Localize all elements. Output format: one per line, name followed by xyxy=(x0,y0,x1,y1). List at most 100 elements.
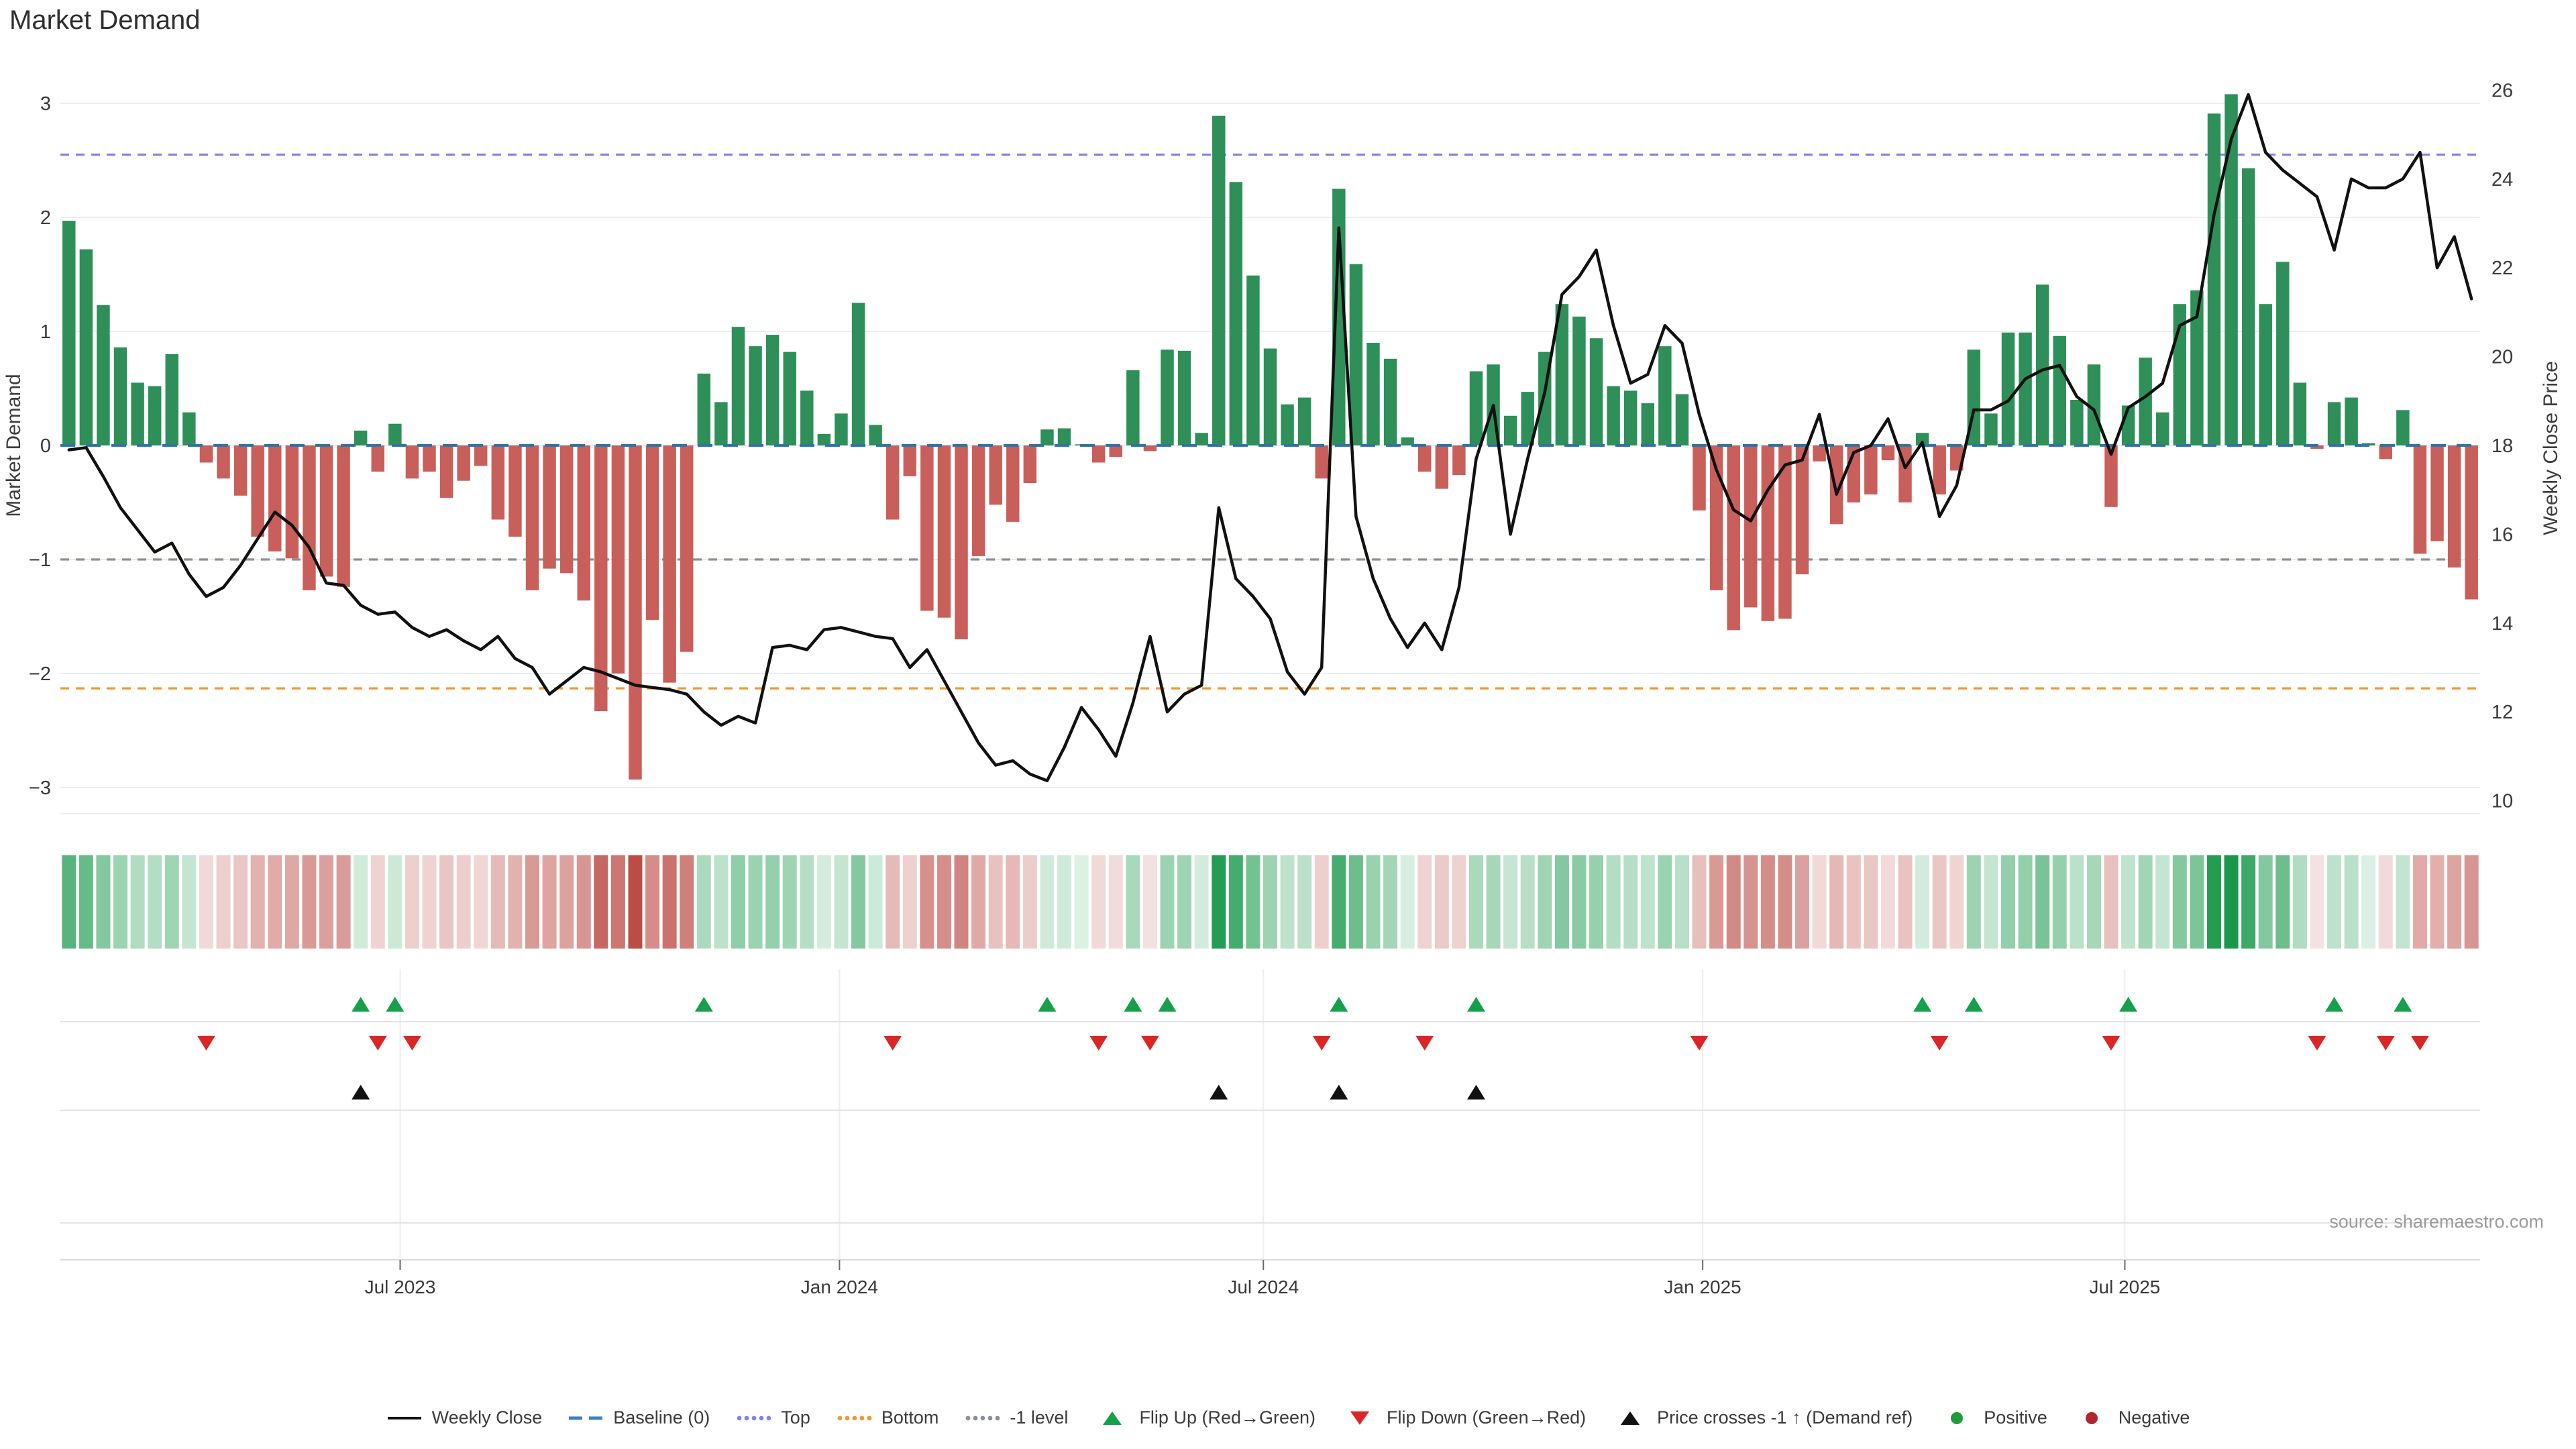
tri-up-swatch-icon xyxy=(1621,1411,1640,1425)
heatmap-cell xyxy=(662,855,677,949)
left-y-tick-label: 1 xyxy=(40,321,51,343)
heatmap-cell xyxy=(1984,855,1998,949)
right-axis-title: Weekly Close Price xyxy=(2540,361,2562,535)
x-axis: Jul 2023 Jan 2024 Jul 2024 Jan 2025 Jul 2025 xyxy=(60,1259,2480,1297)
heatmap-cell xyxy=(1949,855,1964,949)
demand-bar xyxy=(2241,168,2255,445)
demand-bar xyxy=(765,335,780,445)
heatmap-cell xyxy=(2464,855,2479,949)
chart-title: Market Demand xyxy=(9,5,201,35)
flip-down-marker xyxy=(2376,1036,2395,1051)
chart-legend: Weekly Close Baseline (0) Top Bottom -1 leve… xyxy=(0,1407,2576,1428)
flip-up-marker xyxy=(1330,997,1348,1012)
demand-bar xyxy=(543,445,556,569)
flip-down-marker xyxy=(1140,1036,1159,1051)
demand-bar xyxy=(1915,433,1929,445)
reference-lines xyxy=(60,153,2480,690)
flip-down-marker xyxy=(1415,1036,1434,1051)
heatmap-cell xyxy=(1142,855,1157,949)
demand-bar xyxy=(2396,410,2410,445)
heatmap-cell xyxy=(1177,855,1192,949)
heatmap-cell xyxy=(2327,855,2342,949)
heatmap-cell xyxy=(2121,855,2136,949)
heatmap-cell xyxy=(1383,855,1398,949)
heatmap-cell xyxy=(1520,855,1535,949)
heatmap-cell xyxy=(1108,855,1123,949)
demand-bar xyxy=(1349,264,1363,445)
heatmap-cell xyxy=(936,855,951,949)
heatmap-cell xyxy=(1726,855,1741,949)
heatmap-cell xyxy=(1074,855,1089,949)
heatmap-cell xyxy=(2310,855,2324,949)
demand-bar xyxy=(354,430,368,445)
demand-bar xyxy=(1813,445,1826,462)
demand-bar xyxy=(1744,445,1758,608)
demand-bar xyxy=(1950,445,1964,471)
demand-bar xyxy=(594,445,608,712)
flip-down-marker xyxy=(2308,1036,2326,1051)
flip-down-marker xyxy=(1930,1036,1949,1051)
demand-bar xyxy=(217,445,230,479)
demand-bar xyxy=(1177,350,1191,445)
demand-bar xyxy=(1366,343,1380,445)
legend-label: Bottom xyxy=(881,1407,939,1428)
heatmap-cell xyxy=(2035,855,2050,949)
heatmap-cell xyxy=(2361,855,2376,949)
left-y-tick-label: 2 xyxy=(40,207,51,229)
heatmap-cell xyxy=(336,855,351,949)
heatmap-cell xyxy=(2172,855,2187,949)
demand-bar xyxy=(1589,338,1603,445)
flip-up-marker xyxy=(694,997,713,1012)
heatmap-cell xyxy=(885,855,900,949)
flip-up-marker xyxy=(2394,997,2412,1012)
demand-bar xyxy=(817,434,831,445)
demand-bar xyxy=(525,445,539,590)
heatmap-cell xyxy=(2155,855,2170,949)
flip-up-marker xyxy=(2119,997,2138,1012)
demand-bar xyxy=(337,445,350,587)
heatmap-cell xyxy=(1572,855,1587,949)
demand-bar xyxy=(1864,445,1878,495)
heatmap-cell xyxy=(559,855,574,949)
demand-bar xyxy=(577,445,590,601)
heatmap-cell xyxy=(354,855,368,949)
x-tick-label: Jan 2024 xyxy=(801,1277,878,1297)
heatmap-cell xyxy=(1452,855,1466,949)
heatmap-cell xyxy=(388,855,402,949)
heatmap-cell xyxy=(1880,855,1895,949)
heatmap-cell xyxy=(130,855,145,949)
demand-bar xyxy=(1383,358,1397,445)
flip-down-marker xyxy=(1089,1036,1108,1051)
demand-bar xyxy=(1435,445,1449,489)
flip-down-marker xyxy=(2410,1036,2429,1051)
demand-bar xyxy=(439,445,453,498)
demand-bar xyxy=(1607,386,1620,445)
legend-label: Flip Down (Green→Red) xyxy=(1387,1407,1587,1428)
legend-item-baseline-0-: Baseline (0) xyxy=(568,1407,710,1428)
flip-up-marker xyxy=(1158,997,1177,1012)
heatmap-cell xyxy=(2190,855,2204,949)
demand-bar xyxy=(371,445,384,472)
heatmap-cell xyxy=(1160,855,1175,949)
heatmap-cell xyxy=(62,855,76,949)
flip-up-marker xyxy=(386,997,405,1012)
heatmap-cell xyxy=(2396,855,2410,949)
demand-bar xyxy=(714,402,728,445)
legend-label: Weekly Close xyxy=(431,1407,543,1428)
demand-bar xyxy=(474,445,488,466)
demand-bar xyxy=(903,445,917,476)
demand-bar xyxy=(405,445,419,479)
price-cross-marker xyxy=(1330,1085,1348,1099)
demand-bar xyxy=(1126,370,1140,445)
heatmap-cell xyxy=(1417,855,1432,949)
right-y-tick-label: 20 xyxy=(2491,347,2513,368)
heatmap-cell xyxy=(250,855,265,949)
heatmap-cell xyxy=(164,855,179,949)
heatmap-cell xyxy=(182,855,197,949)
heatmap-cell xyxy=(748,855,763,949)
heatmap-cell xyxy=(628,855,643,949)
dots-swatch-icon xyxy=(837,1415,872,1420)
heatmap-cell xyxy=(216,855,231,949)
heatmap-cell xyxy=(731,855,745,949)
flip-down-marker xyxy=(1690,1036,1709,1051)
